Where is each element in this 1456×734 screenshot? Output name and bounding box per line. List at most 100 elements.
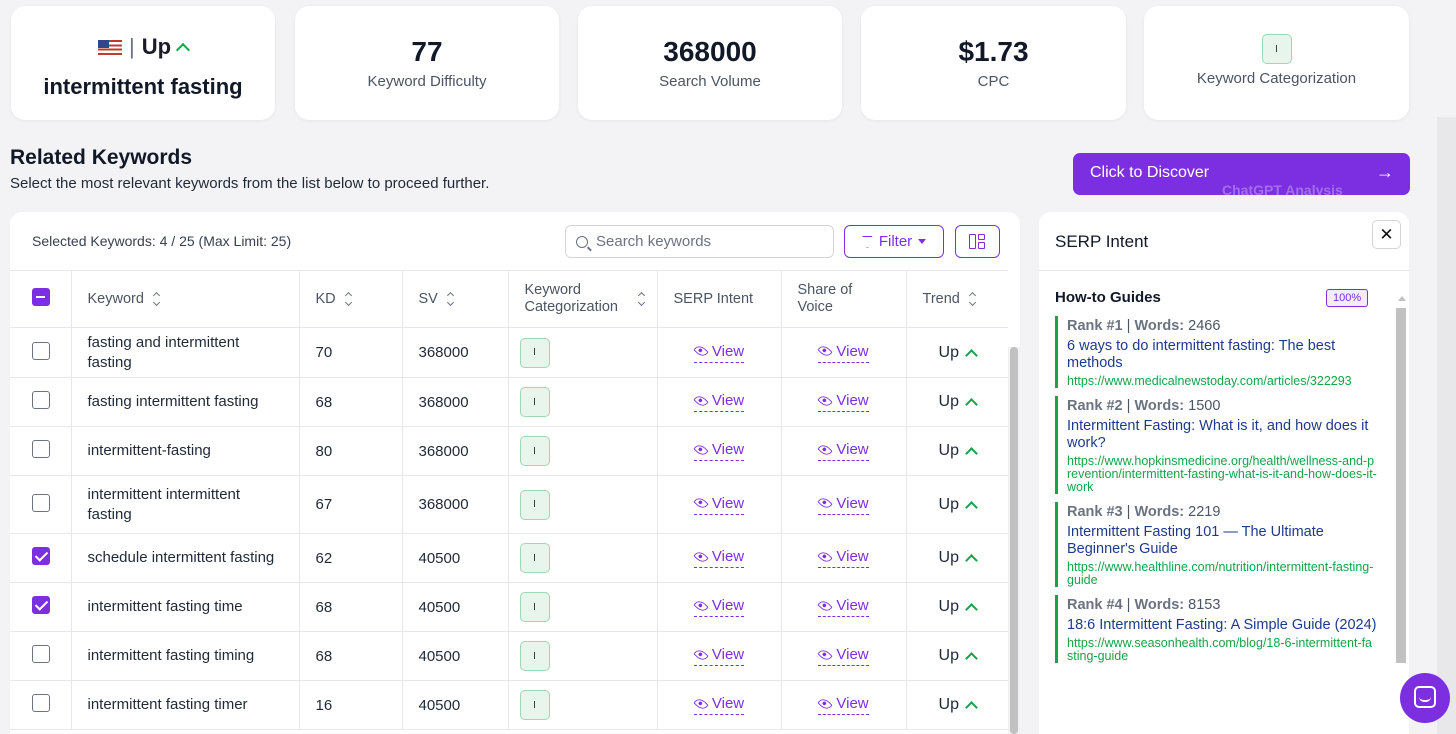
share-view-link[interactable]: View — [817, 597, 869, 617]
col-kd-label: KD — [315, 290, 336, 307]
sv-value: 40500 — [418, 647, 461, 665]
share-view-link[interactable]: View — [817, 441, 869, 461]
col-sv[interactable]: SV — [402, 270, 509, 328]
result-words: 2219 — [1188, 504, 1221, 520]
result-url[interactable]: https://www.healthline.com/nutrition/int… — [1067, 560, 1374, 587]
selected-keywords-info: Selected Keywords: 4 / 25 (Max Limit: 25… — [32, 233, 292, 249]
page-scrollbar[interactable] — [1437, 117, 1456, 734]
table-row[interactable]: fasting and intermittent fasting 70 3680… — [10, 327, 1008, 378]
row-checkbox[interactable] — [32, 341, 50, 360]
table-row[interactable]: schedule intermittent fasting 62 40500 I… — [10, 533, 1008, 583]
eye-icon — [693, 646, 709, 663]
share-of-voice-cell: View — [781, 680, 907, 730]
eye-icon — [693, 548, 709, 565]
categorization-badge: I — [519, 489, 550, 520]
view-label: View — [836, 695, 869, 712]
table-scrollbar-thumb[interactable] — [1010, 347, 1018, 734]
serp-intent-cell: View — [657, 582, 782, 632]
trend-indicator: Up — [939, 442, 978, 460]
serp-view-link[interactable]: View — [693, 392, 745, 412]
share-view-link[interactable]: View — [817, 343, 869, 363]
difficulty-card: 77 Keyword Difficulty — [295, 6, 559, 120]
row-checkbox[interactable] — [32, 596, 50, 614]
share-of-voice-cell: View — [781, 426, 907, 476]
trend-up-icon — [965, 500, 978, 514]
serp-scrollbar[interactable] — [1394, 296, 1406, 734]
sv-value: 368000 — [418, 496, 469, 513]
result-title-link[interactable]: 18:6 Intermittent Fasting: A Simple Guid… — [1067, 617, 1377, 633]
close-button[interactable]: ✕ — [1372, 220, 1401, 249]
trend-indicator: Up — [938, 393, 978, 411]
result-title-link[interactable]: Intermittent Fasting 101 — The Ultimate … — [1067, 524, 1324, 557]
serp-view-link[interactable]: View — [693, 597, 745, 617]
serp-scrollbar-thumb[interactable] — [1396, 308, 1406, 663]
kd-value: 68 — [315, 393, 333, 411]
arrow-right-icon: → — [1376, 162, 1394, 182]
volume-label: Search Volume — [659, 73, 761, 90]
search-icon — [576, 235, 588, 248]
col-categorization[interactable]: Keyword Categorization — [508, 270, 658, 328]
share-view-link[interactable]: View — [817, 646, 869, 666]
table-row[interactable]: intermittent fasting timing 68 40500 I V… — [10, 631, 1008, 681]
col-kd[interactable]: KD — [299, 270, 403, 328]
row-checkbox[interactable] — [32, 440, 50, 458]
row-checkbox[interactable] — [32, 391, 50, 409]
share-view-link[interactable]: View — [817, 495, 869, 515]
share-view-link[interactable]: View — [817, 392, 869, 412]
serp-view-link[interactable]: View — [693, 441, 745, 461]
trend-indicator: Up — [939, 549, 978, 567]
serp-view-link[interactable]: View — [693, 343, 745, 363]
trend-label: Up — [938, 343, 959, 361]
trend-up-icon — [965, 447, 978, 460]
categorization-cell: I — [508, 680, 658, 730]
related-keywords-subtitle: Select the most relevant keywords from t… — [10, 175, 490, 192]
filter-button[interactable]: Filter — [844, 225, 944, 258]
trend-label: Up — [938, 647, 959, 664]
row-checkbox[interactable] — [32, 645, 50, 663]
chat-support-button[interactable] — [1400, 673, 1450, 723]
result-url[interactable]: https://www.seasonhealth.com/blog/18-6-i… — [1067, 636, 1373, 663]
table-row[interactable]: intermittent fasting timer 16 40500 I Vi… — [10, 680, 1008, 730]
col-trend-label: Trend — [922, 290, 960, 307]
trend-indicator: Up — [938, 647, 978, 665]
search-input[interactable] — [596, 233, 816, 250]
row-select-cell — [10, 377, 72, 427]
table-row[interactable]: intermittent fasting time 68 40500 I Vie… — [10, 582, 1008, 632]
serp-intent-cell: View — [657, 327, 782, 378]
trend-label: Up — [938, 393, 959, 410]
kd-cell: 68 — [299, 631, 403, 681]
scroll-up-icon[interactable] — [1398, 296, 1406, 301]
trend-cell: Up — [906, 533, 1008, 583]
kd-value: 68 — [315, 598, 333, 616]
discover-button[interactable]: Click to Discover ChatGPT Analysis → — [1073, 153, 1410, 195]
share-view-link[interactable]: View — [817, 548, 869, 568]
result-words: 8153 — [1188, 597, 1221, 613]
search-box[interactable] — [565, 225, 834, 258]
select-all-checkbox[interactable] — [32, 287, 50, 306]
result-title-link[interactable]: Intermittent Fasting: What is it, and ho… — [1067, 418, 1369, 451]
table-row[interactable]: intermittent-fasting 80 368000 I View Vi… — [10, 426, 1008, 476]
result-url[interactable]: https://www.medicalnewstoday.com/article… — [1067, 374, 1352, 388]
serp-view-link[interactable]: View — [693, 695, 745, 715]
serp-view-link[interactable]: View — [693, 548, 745, 568]
col-categorization-label: Keyword Categorization — [524, 282, 619, 315]
row-checkbox[interactable] — [32, 493, 50, 512]
table-scrollbar[interactable] — [1008, 347, 1020, 734]
trend-up-icon — [965, 348, 978, 362]
col-trend[interactable]: Trend — [906, 270, 1008, 328]
table-row[interactable]: intermittent intermittent fasting 67 368… — [10, 475, 1008, 534]
result-title-link[interactable]: 6 ways to do intermittent fasting: The b… — [1067, 338, 1336, 371]
row-checkbox[interactable] — [32, 547, 50, 565]
result-url[interactable]: https://www.hopkinsmedicine.org/health/w… — [1067, 454, 1377, 494]
row-checkbox[interactable] — [32, 694, 50, 712]
share-view-link[interactable]: View — [817, 695, 869, 715]
layout-toggle-button[interactable] — [955, 225, 1000, 258]
trend-cell: Up — [906, 582, 1008, 632]
table-row[interactable]: fasting intermittent fasting 68 368000 I… — [10, 377, 1008, 427]
serp-view-link[interactable]: View — [693, 495, 745, 515]
trend-label: Up — [938, 598, 959, 615]
result-words-label: Words: — [1134, 318, 1185, 334]
trend-up-icon — [965, 603, 978, 616]
col-keyword[interactable]: Keyword — [71, 270, 300, 328]
serp-view-link[interactable]: View — [693, 646, 745, 666]
